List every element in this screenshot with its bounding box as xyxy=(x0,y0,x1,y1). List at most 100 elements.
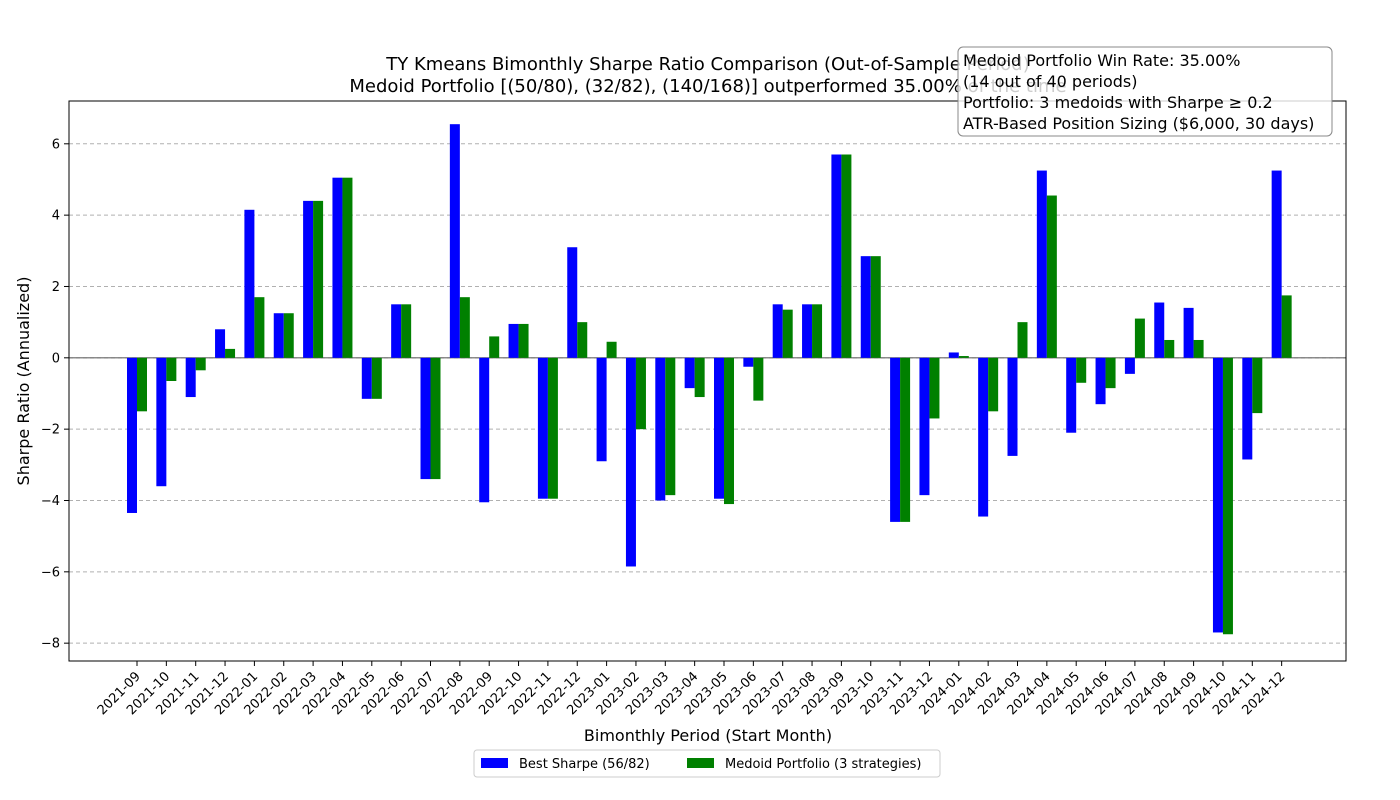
bar-best-sharpe xyxy=(185,357,196,398)
bar-best-sharpe xyxy=(596,357,607,462)
plot-frame xyxy=(68,100,1347,662)
bar-best-sharpe xyxy=(449,124,460,358)
bar-medoid-portfolio xyxy=(1105,357,1116,389)
gridlines xyxy=(69,143,1346,644)
bar-best-sharpe xyxy=(1212,357,1223,633)
bar-best-sharpe xyxy=(361,357,372,399)
bar-best-sharpe xyxy=(714,357,724,499)
y-tick-label: 6 xyxy=(52,137,60,152)
bar-medoid-portfolio xyxy=(1222,357,1233,635)
bar-best-sharpe xyxy=(684,357,695,389)
bar-medoid-portfolio xyxy=(1193,339,1204,358)
bar-medoid-portfolio xyxy=(753,357,764,401)
bar-best-sharpe xyxy=(244,209,255,358)
bar-medoid-portfolio xyxy=(137,357,147,412)
bar-best-sharpe xyxy=(802,304,813,358)
bar-best-sharpe xyxy=(978,357,989,517)
bar-best-sharpe xyxy=(743,357,754,367)
bar-medoid-portfolio xyxy=(958,356,969,358)
bar-medoid-portfolio xyxy=(1134,318,1145,358)
bar-medoid-portfolio xyxy=(812,304,823,358)
bar-medoid-portfolio xyxy=(547,357,558,499)
y-ticks: −8 −6 −4 −2 0 2 4 6 xyxy=(41,137,69,652)
bar-medoid-portfolio xyxy=(1252,357,1263,414)
bar-medoid-portfolio xyxy=(489,336,500,358)
bar-medoid-portfolio xyxy=(371,357,382,399)
bar-best-sharpe xyxy=(890,357,901,522)
annotation-line: ATR-Based Position Sizing ($6,000, 30 da… xyxy=(963,114,1314,133)
y-tick-label: −4 xyxy=(41,494,60,509)
bar-best-sharpe xyxy=(919,357,930,496)
bar-best-sharpe xyxy=(1242,357,1253,460)
bar-best-sharpe xyxy=(1036,170,1047,358)
bar-best-sharpe xyxy=(772,304,783,358)
y-tick-label: −6 xyxy=(41,565,60,580)
bar-medoid-portfolio xyxy=(225,348,236,358)
bar-medoid-portfolio xyxy=(900,357,911,522)
bar-medoid-portfolio xyxy=(665,357,676,496)
annotation-background xyxy=(957,46,1333,137)
bar-best-sharpe xyxy=(1007,357,1018,456)
y-tick-label: 0 xyxy=(52,351,60,366)
bars xyxy=(127,124,1292,635)
bar-medoid-portfolio xyxy=(313,200,324,358)
bar-best-sharpe xyxy=(1095,357,1106,405)
bar-best-sharpe xyxy=(332,177,343,358)
bar-best-sharpe xyxy=(1183,307,1194,358)
bar-medoid-portfolio xyxy=(1017,322,1028,358)
bar-medoid-portfolio xyxy=(724,357,734,505)
bar-best-sharpe xyxy=(1271,170,1282,358)
bar-best-sharpe xyxy=(508,323,519,358)
annotation-line: (14 out of 40 periods) xyxy=(963,72,1137,91)
legend-swatch-best-sharpe xyxy=(481,758,508,768)
y-axis-label: Sharpe Ratio (Annualized) xyxy=(14,277,33,486)
bar-medoid-portfolio xyxy=(870,256,881,358)
legend: Best Sharpe (56/82) Medoid Portfolio (3 … xyxy=(473,749,941,778)
bar-best-sharpe xyxy=(860,256,871,358)
bar-best-sharpe xyxy=(948,352,959,358)
annotation-line: Medoid Portfolio Win Rate: 35.00% xyxy=(963,51,1241,70)
bar-best-sharpe xyxy=(420,357,431,480)
bar-medoid-portfolio xyxy=(166,357,177,381)
chart-subtitle: Medoid Portfolio [(50/80), (32/82), (140… xyxy=(349,76,1066,97)
bar-best-sharpe xyxy=(127,357,137,513)
annotation-line: Portfolio: 3 medoids with Sharpe ≥ 0.2 xyxy=(963,93,1273,112)
bar-medoid-portfolio xyxy=(518,323,529,358)
x-axis-label: Bimonthly Period (Start Month) xyxy=(584,726,832,745)
legend-swatch-medoid-portfolio xyxy=(687,758,714,768)
bar-medoid-portfolio xyxy=(195,357,206,371)
bar-medoid-portfolio xyxy=(342,177,353,358)
annotation-box: Medoid Portfolio Win Rate: 35.00% (14 ou… xyxy=(957,46,1333,137)
y-tick-label: −2 xyxy=(41,423,60,438)
x-ticks: 2021-092021-102021-112021-122022-012022-… xyxy=(95,661,1288,718)
bar-best-sharpe xyxy=(831,154,842,358)
bar-best-sharpe xyxy=(655,357,666,501)
bar-best-sharpe xyxy=(1066,357,1077,433)
bar-medoid-portfolio xyxy=(430,357,441,480)
bar-best-sharpe xyxy=(1154,302,1165,358)
y-tick-label: 4 xyxy=(52,209,60,224)
bar-best-sharpe xyxy=(215,329,226,358)
bar-best-sharpe xyxy=(479,357,490,503)
bar-medoid-portfolio xyxy=(577,322,588,358)
bar-best-sharpe xyxy=(625,357,636,567)
bar-medoid-portfolio xyxy=(929,357,940,419)
y-tick-label: 2 xyxy=(52,280,60,295)
legend-label-medoid-portfolio: Medoid Portfolio (3 strategies) xyxy=(725,757,922,772)
bar-medoid-portfolio xyxy=(254,297,265,358)
bar-medoid-portfolio xyxy=(283,313,294,358)
y-tick-label: −8 xyxy=(41,637,60,652)
bar-best-sharpe xyxy=(273,313,284,358)
bar-medoid-portfolio xyxy=(694,357,705,398)
bar-best-sharpe xyxy=(537,357,548,499)
legend-label-best-sharpe: Best Sharpe (56/82) xyxy=(519,757,650,772)
bar-medoid-portfolio xyxy=(606,341,617,358)
bar-medoid-portfolio xyxy=(1046,195,1057,358)
bar-best-sharpe xyxy=(156,357,167,487)
bar-medoid-portfolio xyxy=(1076,357,1087,383)
bar-best-sharpe xyxy=(1124,357,1135,374)
bar-medoid-portfolio xyxy=(401,304,412,358)
bar-medoid-portfolio xyxy=(1164,339,1175,358)
bar-medoid-portfolio xyxy=(988,357,999,412)
